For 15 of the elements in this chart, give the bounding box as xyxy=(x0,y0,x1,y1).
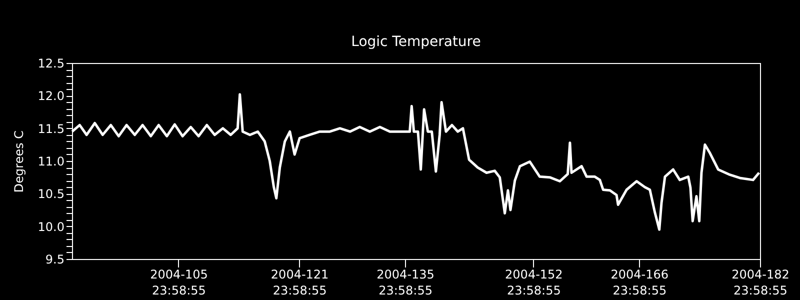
y-tick-label: 12.0 xyxy=(38,89,64,104)
x-tick-label: 2004-152 23:58:55 xyxy=(505,268,563,298)
y-tick-label: 11.0 xyxy=(38,154,64,168)
y-tick-label: 10.0 xyxy=(38,220,64,234)
x-tick-label: 2004-121 23:58:55 xyxy=(270,268,329,298)
x-tick-label: 2004-135 23:58:55 xyxy=(376,268,434,298)
y-tick-label: 10.5 xyxy=(38,187,64,202)
x-tick-label: 2004-105 23:58:55 xyxy=(150,268,208,298)
chart-title: Logic Temperature xyxy=(351,34,481,50)
y-axis-title: Degrees C xyxy=(12,130,26,193)
x-tick-label: 2004-182 23:58:55 xyxy=(732,268,790,298)
y-tick-label: 9.5 xyxy=(45,252,64,266)
x-tick-label: 2004-166 23:58:55 xyxy=(610,268,669,298)
y-tick-label: 11.5 xyxy=(38,122,64,136)
y-tick-label: 12.5 xyxy=(38,56,64,70)
